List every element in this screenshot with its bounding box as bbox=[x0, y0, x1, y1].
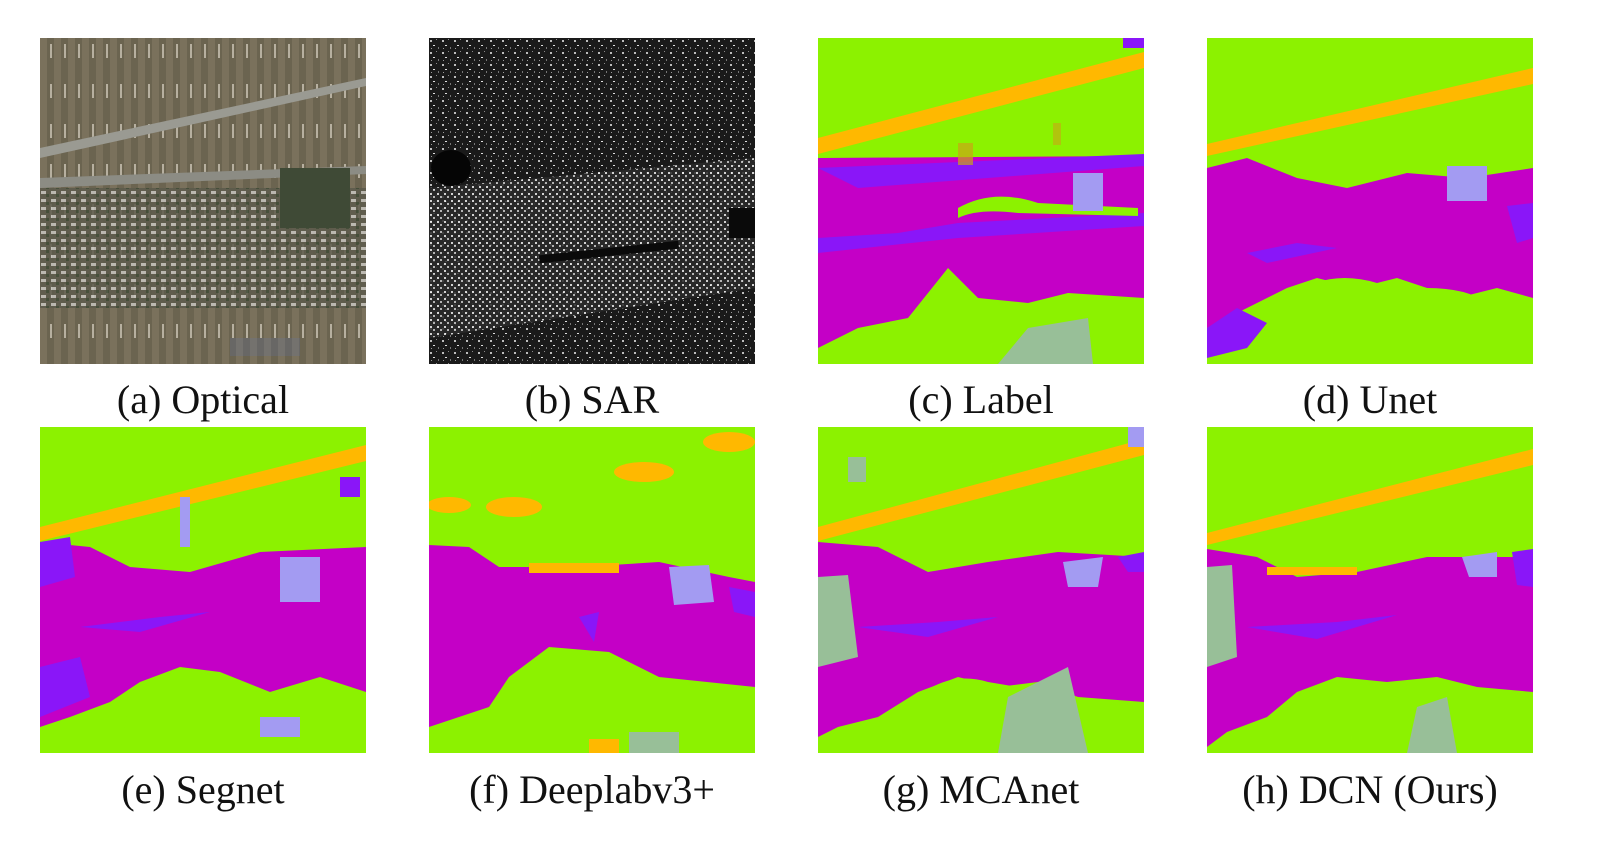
optical-image-render bbox=[40, 38, 366, 364]
sar-image bbox=[429, 38, 755, 364]
caption-c: (c) Label bbox=[908, 377, 1054, 422]
deeplabv3-prediction bbox=[429, 427, 755, 753]
dcn-prediction bbox=[1207, 427, 1533, 753]
optical-image bbox=[40, 38, 366, 364]
caption-e: (e) Segnet bbox=[121, 767, 285, 812]
caption-b: (b) SAR bbox=[524, 377, 660, 422]
mcanet-prediction bbox=[818, 427, 1144, 753]
deeplabv3-prediction-render bbox=[429, 427, 755, 753]
label-map-render bbox=[818, 38, 1144, 364]
caption-a: (a) Optical bbox=[116, 377, 290, 422]
unet-prediction-render bbox=[1207, 38, 1533, 364]
caption-g: (g) MCAnet bbox=[882, 767, 1080, 812]
sar-image-render bbox=[429, 38, 755, 364]
caption-d: (d) Unet bbox=[1302, 377, 1438, 422]
caption-h: (h) DCN (Ours) bbox=[1242, 767, 1498, 812]
segnet-prediction-render bbox=[40, 427, 366, 753]
unet-prediction bbox=[1207, 38, 1533, 364]
caption-f: (f) Deeplabv3+ bbox=[469, 767, 715, 812]
dcn-prediction-render bbox=[1207, 427, 1533, 753]
label-map bbox=[818, 38, 1144, 364]
mcanet-prediction-render bbox=[818, 427, 1144, 753]
segnet-prediction bbox=[40, 427, 366, 753]
